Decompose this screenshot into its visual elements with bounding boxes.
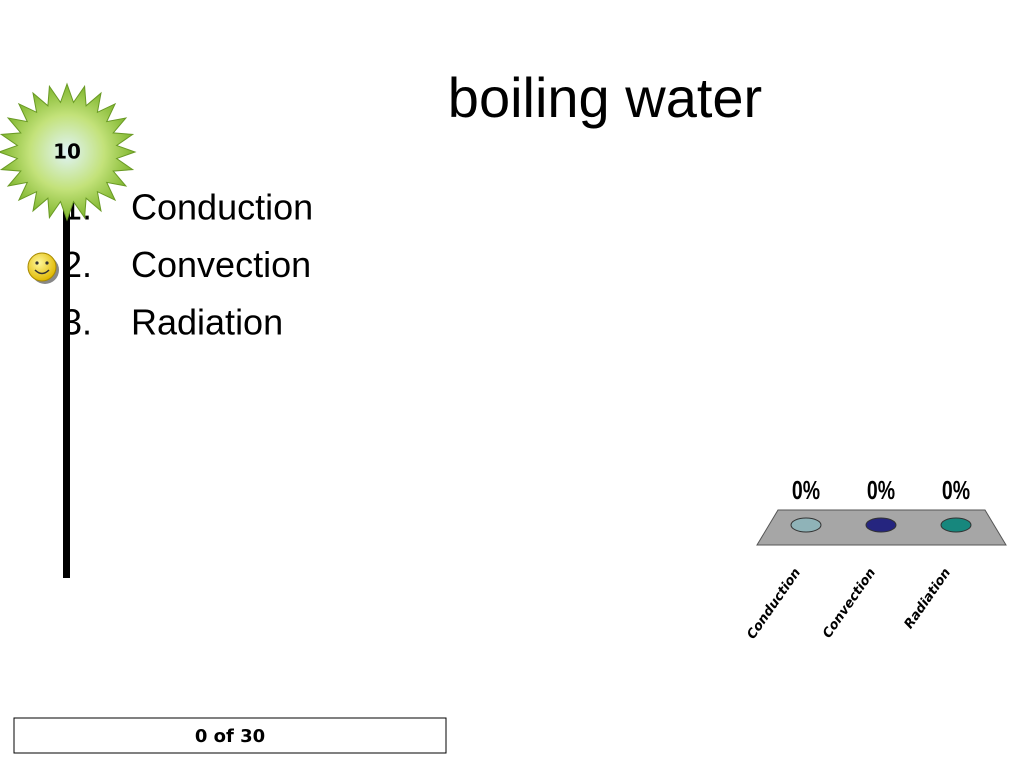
timer-burst xyxy=(0,82,137,222)
smiley xyxy=(27,252,59,284)
response-counter-box xyxy=(13,717,447,754)
slide-title: boiling water xyxy=(448,66,762,129)
category-label: Convection xyxy=(820,566,879,641)
bar-top xyxy=(790,517,822,533)
timer-bar xyxy=(63,200,70,578)
option-label: Convection xyxy=(131,244,311,285)
bar-top xyxy=(940,517,972,533)
option-label: Conduction xyxy=(131,187,313,228)
value-label: 0% xyxy=(942,475,970,504)
timer-value: 10 xyxy=(53,140,81,164)
option-label: Radiation xyxy=(131,302,283,343)
category-label: Conduction xyxy=(744,566,804,642)
value-label: 0% xyxy=(792,475,820,504)
category-label: Radiation xyxy=(902,566,955,632)
bar-top xyxy=(865,517,897,533)
value-label: 0% xyxy=(867,475,895,504)
response-counter: 0 of 30 xyxy=(195,726,265,747)
